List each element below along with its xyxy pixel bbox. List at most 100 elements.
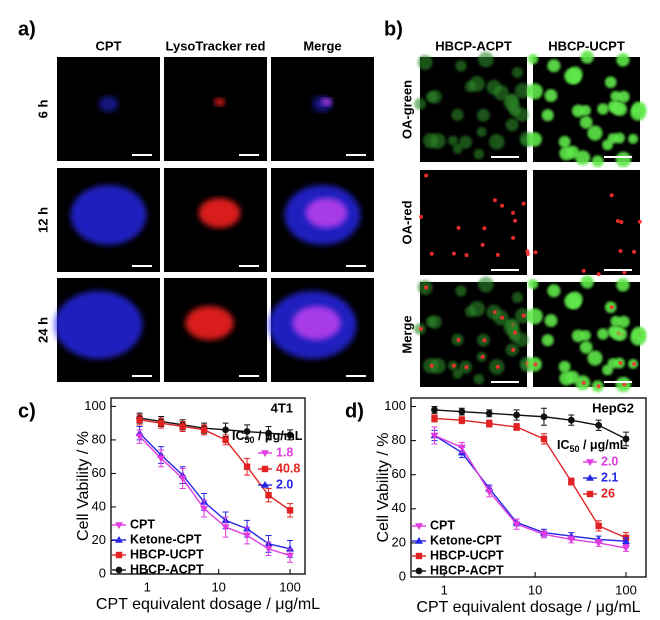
- ic50-sub: 50: [570, 444, 580, 454]
- cell-signal: [596, 384, 601, 389]
- cell-signal: [579, 341, 593, 354]
- cell-signal: [424, 285, 429, 290]
- cell-signal: [452, 143, 463, 154]
- data-point: [200, 426, 208, 434]
- row-label: Merge: [399, 315, 414, 353]
- micrograph: [164, 278, 267, 382]
- x-tick-label: 1: [441, 582, 448, 597]
- y-axis-label: Cell Vability / %: [75, 431, 92, 541]
- cell-signal: [617, 315, 630, 328]
- y-tick-label: 100: [384, 398, 406, 413]
- column-header: CPT: [96, 38, 122, 53]
- column-header: Merge: [303, 38, 341, 53]
- cell-signal: [602, 139, 613, 151]
- series-line: [139, 417, 291, 436]
- legend-label: CPT: [130, 517, 155, 531]
- plot-frame: [410, 397, 647, 578]
- panel-label: b): [384, 18, 403, 40]
- cell-signal: [476, 126, 487, 137]
- annotation: 2.0: [601, 454, 618, 468]
- cell-signal: [473, 373, 485, 385]
- data-point: [540, 435, 548, 443]
- annotation: 1.8: [276, 445, 293, 459]
- series-line: [434, 409, 627, 440]
- data-point: [136, 416, 143, 423]
- cell-signal: [492, 198, 497, 203]
- data-point: [222, 436, 229, 444]
- series-line: [434, 434, 627, 542]
- data-point: [457, 444, 466, 452]
- annotation: 40.8: [276, 461, 300, 475]
- y-tick-label: 80: [92, 431, 106, 446]
- cell-signal: [423, 133, 439, 149]
- data-point: [179, 423, 186, 430]
- cell-signal: [597, 103, 609, 115]
- cell-signal: [511, 347, 516, 352]
- data-point: [264, 546, 273, 553]
- cell-signal: [547, 59, 561, 73]
- micrograph: [526, 275, 647, 393]
- cell-signal: [541, 109, 554, 122]
- cell-signal: [419, 214, 424, 219]
- cell-signal: [480, 354, 485, 359]
- cell-signal: [564, 68, 580, 84]
- data-point: [178, 475, 187, 483]
- cell-signal: [630, 104, 647, 121]
- cell-signal: [511, 291, 523, 303]
- y-tick-label: 60: [92, 465, 106, 480]
- cell-signal: [464, 365, 469, 370]
- y-tick-label: 40: [392, 500, 406, 515]
- cell-signal: [632, 249, 637, 254]
- micrograph: [526, 50, 647, 168]
- cell-signal: [571, 329, 585, 343]
- annotation: 2.1: [601, 470, 618, 484]
- chart-title: HepG2: [592, 400, 634, 415]
- legend-label: HBCP-UCPT: [130, 547, 204, 561]
- image-background: [164, 57, 267, 161]
- x-axis-label: CPT equivalent dosage / μg/mL: [416, 599, 640, 616]
- data-point: [595, 522, 602, 530]
- micrograph: [164, 57, 267, 161]
- data-point: [567, 416, 575, 424]
- cell-signal: [580, 50, 594, 64]
- x-tick-label: 10: [528, 582, 542, 597]
- cell-signal: [564, 293, 580, 309]
- cell-signal: [458, 135, 473, 149]
- cell-signal: [482, 226, 487, 231]
- cell-signal: [526, 83, 543, 100]
- cell-signal: [425, 316, 437, 328]
- series-line: [139, 419, 291, 511]
- cell-signal: [70, 185, 147, 245]
- cell-signal: [632, 361, 637, 366]
- cell-signal: [511, 210, 516, 215]
- cell-signal: [609, 305, 614, 310]
- cell-signal: [54, 291, 143, 359]
- cell-signal: [455, 60, 467, 72]
- cell-signal: [513, 330, 518, 335]
- cell-signal: [451, 363, 456, 368]
- cell-signal: [473, 148, 485, 160]
- cell-signal: [464, 253, 469, 258]
- cell-signal: [616, 53, 630, 67]
- data-point: [286, 552, 295, 560]
- data-point: [486, 420, 493, 427]
- cell-signal: [558, 360, 571, 373]
- cell-signal: [500, 315, 505, 320]
- cell-signal: [615, 151, 632, 168]
- cell-signal: [581, 380, 586, 385]
- cell-signal: [547, 284, 561, 298]
- micrograph: [419, 170, 530, 275]
- y-tick-label: 100: [84, 398, 106, 413]
- data-point: [265, 429, 272, 437]
- data-point: [458, 416, 466, 424]
- chart-title: 4T1: [271, 400, 293, 415]
- cell-signal: [478, 51, 494, 68]
- cell-signal: [495, 252, 500, 257]
- panel-label: a): [18, 18, 36, 40]
- data-point: [513, 411, 521, 419]
- data-point: [622, 435, 630, 443]
- data-point: [568, 478, 575, 485]
- x-tick-label: 100: [279, 579, 301, 594]
- x-tick-label: 100: [615, 582, 637, 597]
- data-point: [594, 540, 603, 547]
